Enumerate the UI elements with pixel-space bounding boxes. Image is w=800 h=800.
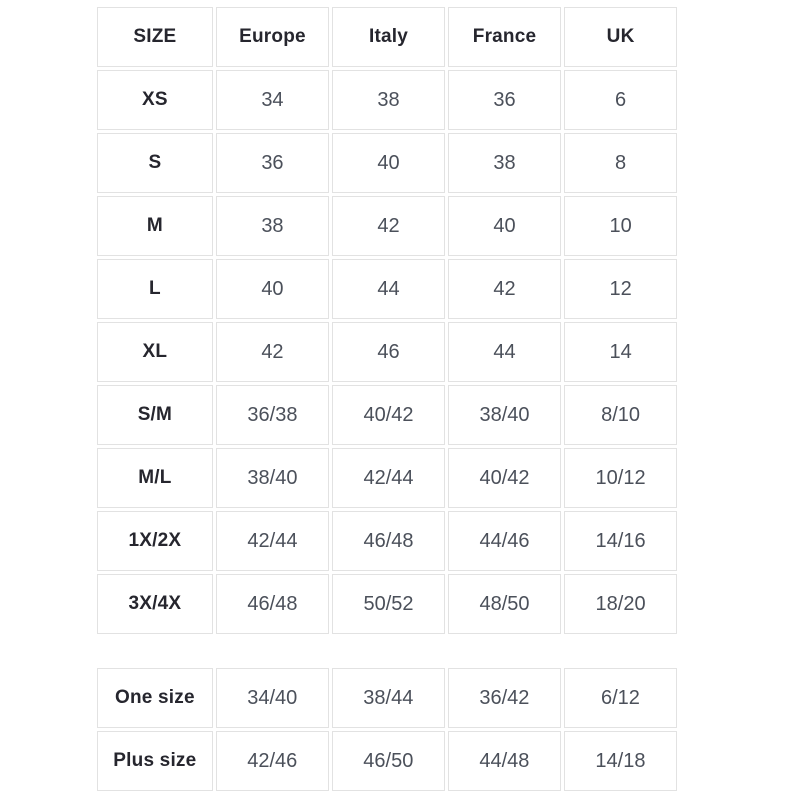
size-table-body: XS 34 38 36 6 S 36 40 38 8 M 38 42 40 10 L 40 44 42 12 XL 42 4… <box>97 70 677 634</box>
row-label: S/M <box>97 385 213 445</box>
size-value-cell: 14 <box>564 322 677 382</box>
size-value-cell: 42/44 <box>215 511 330 571</box>
table-row: XS 34 38 36 6 <box>97 70 677 130</box>
size-value-cell: 12 <box>564 259 677 319</box>
size-value-cell: 40 <box>215 259 330 319</box>
size-value-cell: 44 <box>332 259 445 319</box>
size-value-cell: 40/42 <box>332 385 445 445</box>
size-value-cell: 36/38 <box>215 385 330 445</box>
size-value-cell: 46/50 <box>331 731 445 791</box>
size-value-cell: 38/40 <box>447 385 562 445</box>
size-value-cell: 44/48 <box>447 731 561 791</box>
size-value-cell: 6/12 <box>563 668 677 728</box>
size-value-cell: 18/20 <box>564 574 677 634</box>
size-value-cell: 42 <box>215 322 330 382</box>
size-value-cell: 40 <box>332 133 445 193</box>
size-value-cell: 10/12 <box>564 448 677 508</box>
row-label: XS <box>97 70 213 130</box>
table-row: One size 34/40 38/44 36/42 6/12 <box>97 668 677 728</box>
size-value-cell: 46/48 <box>215 574 330 634</box>
header-row: SIZE Europe Italy France UK <box>97 7 677 67</box>
special-sizes-table: One size 34/40 38/44 36/42 6/12 Plus size 42/4… <box>94 665 680 794</box>
size-table-header: SIZE Europe Italy France UK <box>97 7 677 67</box>
size-value-cell: 8 <box>564 133 677 193</box>
row-label: M/L <box>97 448 213 508</box>
size-value-cell: 46/48 <box>332 511 445 571</box>
table-row: M/L 38/40 42/44 40/42 10/12 <box>97 448 677 508</box>
row-label: One size <box>97 668 213 728</box>
size-value-cell: 48/50 <box>447 574 562 634</box>
table-row: 3X/4X 46/48 50/52 48/50 18/20 <box>97 574 677 634</box>
size-value-cell: 42/44 <box>332 448 445 508</box>
special-sizes-table-body: One size 34/40 38/44 36/42 6/12 Plus size 42/4… <box>97 668 677 791</box>
row-label: Plus size <box>97 731 213 791</box>
table-row: S 36 40 38 8 <box>97 133 677 193</box>
size-value-cell: 40 <box>447 196 562 256</box>
size-value-cell: 38/40 <box>215 448 330 508</box>
size-value-cell: 6 <box>564 70 677 130</box>
size-value-cell: 36 <box>215 133 330 193</box>
column-header-size: SIZE <box>97 7 213 67</box>
size-value-cell: 8/10 <box>564 385 677 445</box>
row-label: XL <box>97 322 213 382</box>
size-value-cell: 36/42 <box>447 668 561 728</box>
row-label: 3X/4X <box>97 574 213 634</box>
size-value-cell: 38 <box>332 70 445 130</box>
size-value-cell: 46 <box>332 322 445 382</box>
size-value-cell: 42 <box>332 196 445 256</box>
size-value-cell: 44/46 <box>447 511 562 571</box>
row-label: L <box>97 259 213 319</box>
size-value-cell: 38 <box>447 133 562 193</box>
table-row: XL 42 46 44 14 <box>97 322 677 382</box>
table-row: 1X/2X 42/44 46/48 44/46 14/16 <box>97 511 677 571</box>
size-value-cell: 10 <box>564 196 677 256</box>
size-value-cell: 44 <box>447 322 562 382</box>
column-header-europe: Europe <box>215 7 330 67</box>
size-value-cell: 38/44 <box>331 668 445 728</box>
row-label: M <box>97 196 213 256</box>
size-value-cell: 36 <box>447 70 562 130</box>
size-value-cell: 34 <box>215 70 330 130</box>
table-row: Plus size 42/46 46/50 44/48 14/18 <box>97 731 677 791</box>
size-value-cell: 38 <box>215 196 330 256</box>
table-row: M 38 42 40 10 <box>97 196 677 256</box>
size-value-cell: 42/46 <box>215 731 329 791</box>
size-value-cell: 14/16 <box>564 511 677 571</box>
column-header-italy: Italy <box>332 7 445 67</box>
size-conversion-table: SIZE Europe Italy France UK XS 34 38 36 6 S 36 40 38… <box>94 4 680 637</box>
table-row: S/M 36/38 40/42 38/40 8/10 <box>97 385 677 445</box>
row-label: 1X/2X <box>97 511 213 571</box>
row-label: S <box>97 133 213 193</box>
column-header-uk: UK <box>564 7 677 67</box>
table-row: L 40 44 42 12 <box>97 259 677 319</box>
size-value-cell: 50/52 <box>332 574 445 634</box>
size-value-cell: 34/40 <box>215 668 329 728</box>
size-tables-container: SIZE Europe Italy France UK XS 34 38 36 6 S 36 40 38… <box>94 4 680 794</box>
size-value-cell: 14/18 <box>563 731 677 791</box>
size-value-cell: 40/42 <box>447 448 562 508</box>
size-value-cell: 42 <box>447 259 562 319</box>
column-header-france: France <box>447 7 562 67</box>
